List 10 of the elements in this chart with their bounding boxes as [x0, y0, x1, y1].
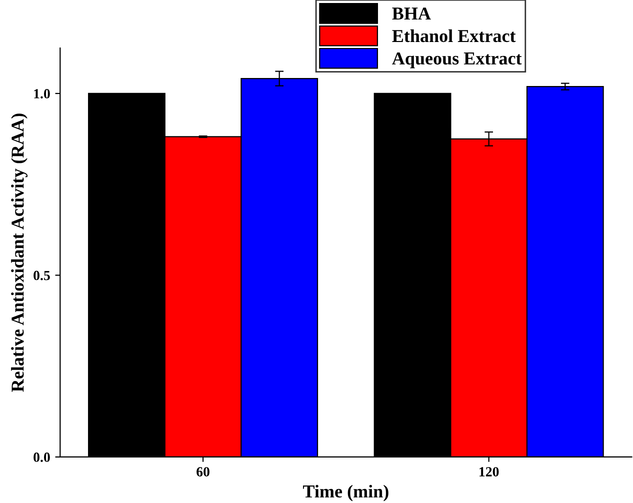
- x-tick-label: 60: [196, 467, 210, 476]
- legend-label: BHA: [392, 8, 431, 20]
- legend-label: Aqueous Extract: [392, 52, 522, 68]
- legend-label: Ethanol Extract: [392, 29, 516, 42]
- x-axis-title: Time (min): [303, 484, 388, 502]
- y-tick-label: 0.5: [34, 270, 50, 280]
- x-tick-label: 120: [480, 467, 499, 476]
- y-axis-title: Relative Antioxidant Activity (RAA): [11, 114, 28, 392]
- y-tick-label: 0.0: [34, 452, 50, 462]
- y-tick-label: 1.0: [34, 89, 50, 98]
